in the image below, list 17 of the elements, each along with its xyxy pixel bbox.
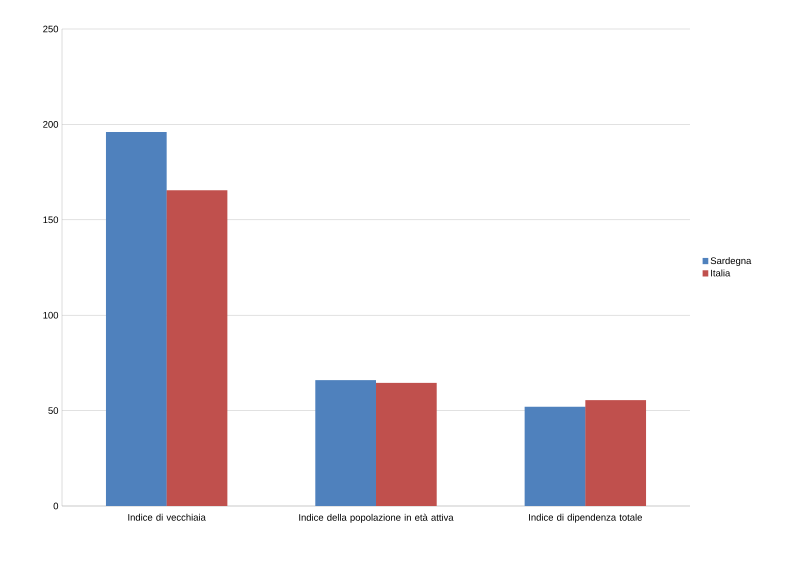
y-tick-label: 50 bbox=[48, 407, 58, 414]
y-tick-label: 250 bbox=[43, 26, 58, 32]
y-tick-label: 200 bbox=[43, 121, 58, 128]
bar bbox=[166, 190, 228, 506]
x-tick-label: Indice di dipendenza totale bbox=[529, 514, 642, 523]
x-tick-label: Indice della popolazione in età attiva bbox=[299, 514, 454, 523]
y-tick-label: 0 bbox=[54, 502, 58, 510]
bar bbox=[315, 380, 376, 506]
bar bbox=[376, 382, 437, 506]
bar bbox=[585, 400, 646, 506]
y-tick-label: 100 bbox=[43, 312, 58, 319]
legend-label: Italia bbox=[711, 269, 730, 276]
bar bbox=[106, 132, 167, 506]
bar bbox=[524, 406, 586, 506]
legend-label: Sardegna bbox=[710, 257, 752, 266]
x-tick-label: Indice di vecchiaia bbox=[128, 514, 206, 521]
y-tick-label: 150 bbox=[43, 216, 58, 224]
